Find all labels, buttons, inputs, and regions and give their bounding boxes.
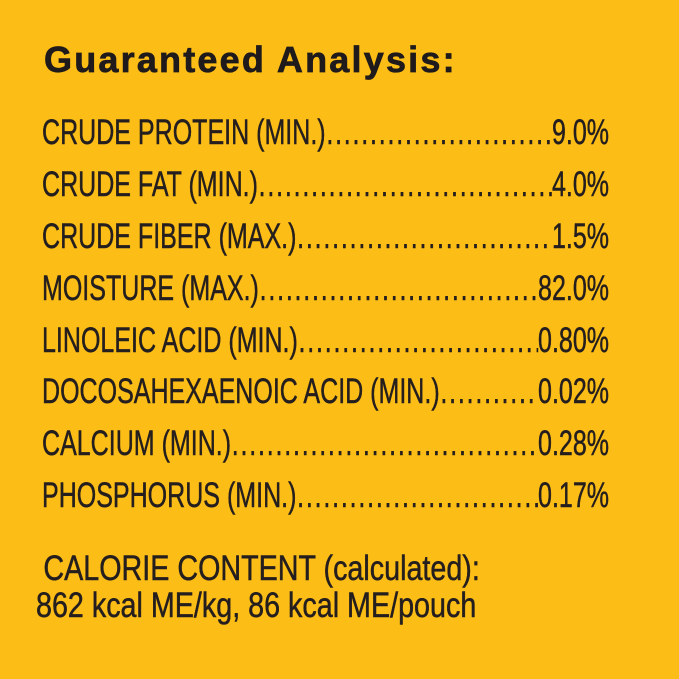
nutrient-value: 4.0%: [551, 164, 609, 204]
nutrient-value: 0.02%: [538, 372, 609, 412]
dot-leader: [296, 211, 552, 263]
section-title: Guaranteed Analysis:: [44, 39, 457, 80]
nutrient-value: 9.0%: [551, 113, 609, 152]
calorie-values: 862 kcal ME/kg, 86 kcal ME/pouch: [36, 586, 477, 626]
analysis-row: CALCIUM (MIN.) 0.28%: [42, 418, 609, 470]
nutrient-label: LINOLEIC ACID (MIN.): [42, 320, 298, 360]
analysis-table: CRUDE PROTEIN (MIN.) 9.0% CRUDE FAT (MIN…: [42, 107, 609, 522]
analysis-row: CRUDE FIBER (MAX.) 1.5%: [42, 211, 609, 263]
nutrient-label: CRUDE FAT (MIN.): [42, 164, 258, 204]
analysis-row: LINOLEIC ACID (MIN.) 0.80%: [42, 315, 609, 367]
nutrient-label: MOISTURE (MAX.): [42, 268, 259, 308]
nutrient-label: CALCIUM (MIN.): [42, 424, 232, 464]
nutrient-label: DOCOSAHEXAENOIC ACID (MIN.): [42, 372, 440, 412]
nutrient-label: CRUDE FIBER (MAX.): [42, 216, 297, 256]
analysis-row: CRUDE PROTEIN (MIN.) 9.0%: [42, 107, 609, 159]
nutrient-label: CRUDE PROTEIN (MIN.): [42, 113, 326, 152]
analysis-row: CRUDE FAT (MIN.) 4.0%: [42, 159, 609, 211]
analysis-row: PHOSPHORUS (MIN.) 0.17%: [42, 470, 609, 522]
nutrient-value: 0.17%: [538, 476, 609, 516]
nutrient-value: 82.0%: [538, 268, 609, 308]
dot-leader: [296, 470, 538, 522]
dot-leader: [231, 418, 538, 470]
nutrient-label: PHOSPHORUS (MIN.): [42, 476, 297, 516]
dot-leader: [298, 315, 538, 367]
dot-leader: [326, 107, 552, 159]
calorie-heading: CALORIE CONTENT (calculated):: [43, 549, 480, 588]
nutrient-value: 0.80%: [538, 320, 609, 360]
dot-leader: [259, 263, 538, 315]
dot-leader: [258, 159, 552, 211]
dot-leader: [440, 366, 538, 418]
nutrient-value: 0.28%: [538, 424, 609, 464]
analysis-row: MOISTURE (MAX.) 82.0%: [42, 263, 609, 315]
calorie-content-block: CALORIE CONTENT (calculated): 862 kcal M…: [36, 549, 561, 626]
analysis-row: DOCOSAHEXAENOIC ACID (MIN.) 0.02%: [42, 366, 609, 418]
nutrient-value: 1.5%: [551, 216, 609, 256]
